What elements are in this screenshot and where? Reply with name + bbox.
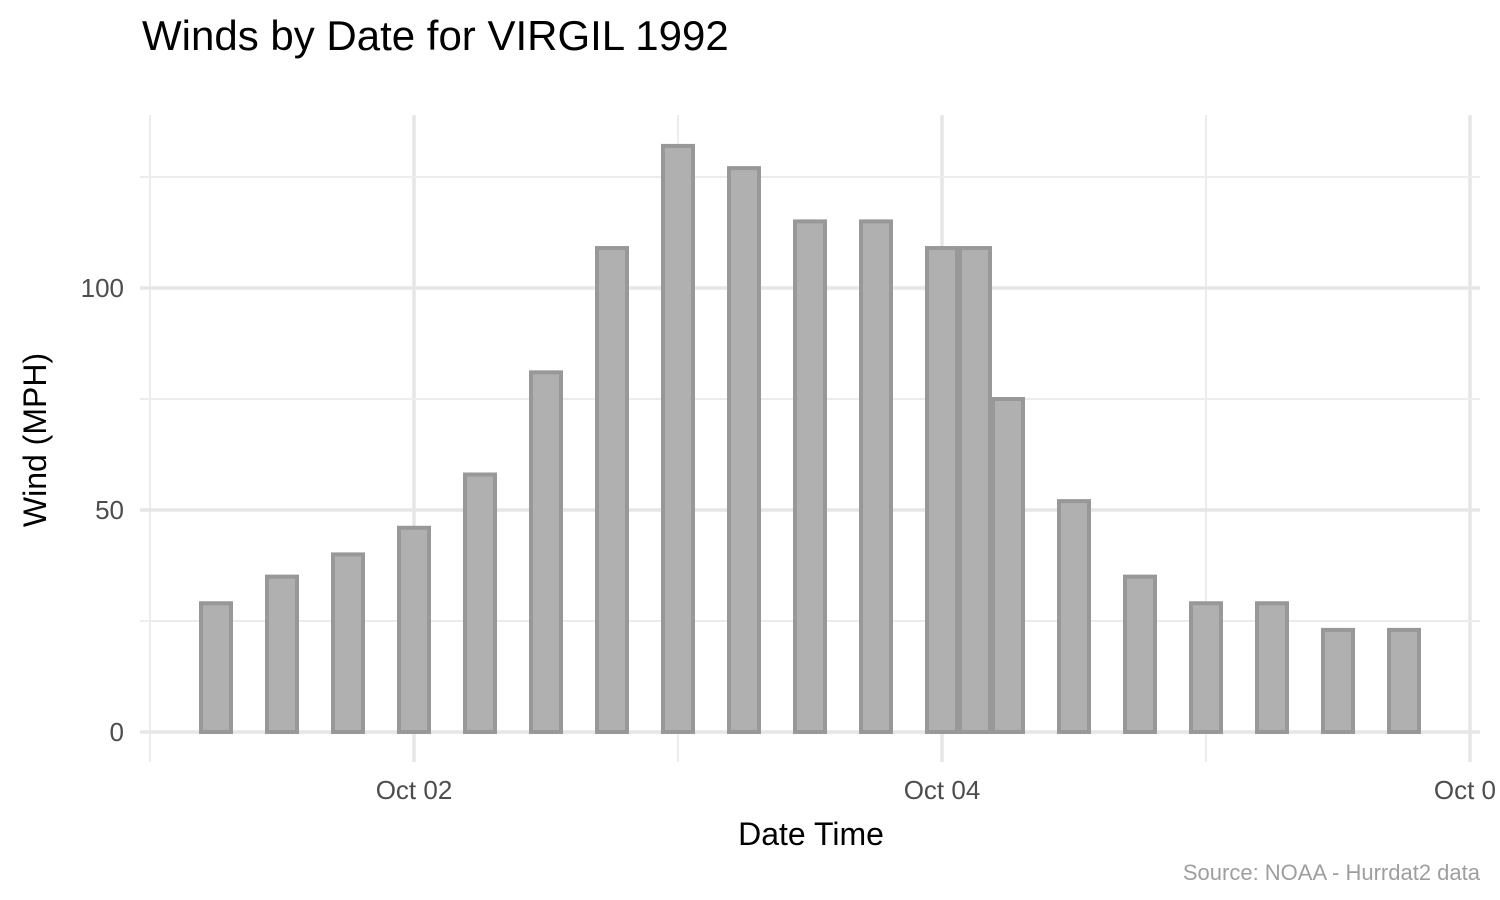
bar <box>925 246 959 734</box>
bar <box>595 246 629 734</box>
source-caption: Source: NOAA - Hurrdat2 data <box>1183 860 1481 885</box>
bar <box>859 219 893 734</box>
x-tick-label: Oct 02 <box>376 775 453 805</box>
bar <box>463 472 497 734</box>
bar <box>991 397 1025 734</box>
y-tick-label: 50 <box>95 495 124 525</box>
bar <box>1255 601 1289 734</box>
tick-labels: 0 50 100 Oct 02 Oct 04 Oct 0 <box>81 273 1496 805</box>
bar <box>1057 499 1091 734</box>
bar <box>529 370 563 734</box>
bar <box>397 525 431 735</box>
bars <box>199 143 1421 735</box>
x-axis-title: Date Time <box>738 816 884 852</box>
chart-title: Winds by Date for VIRGIL 1992 <box>142 12 729 59</box>
bar <box>331 552 365 735</box>
bar <box>1189 601 1223 734</box>
bar <box>265 574 299 734</box>
bar <box>1387 627 1421 735</box>
y-tick-label: 0 <box>110 717 124 747</box>
x-tick-label: Oct 04 <box>904 775 981 805</box>
bar <box>727 166 761 734</box>
y-tick-label: 100 <box>81 273 124 303</box>
bar <box>199 601 233 734</box>
bar <box>1123 574 1157 734</box>
bar <box>1321 627 1355 735</box>
y-axis-title: Wind (MPH) <box>17 353 53 527</box>
bar <box>661 143 695 735</box>
bar <box>793 219 827 734</box>
x-tick-label: Oct 0 <box>1434 775 1496 805</box>
bar <box>958 246 992 734</box>
